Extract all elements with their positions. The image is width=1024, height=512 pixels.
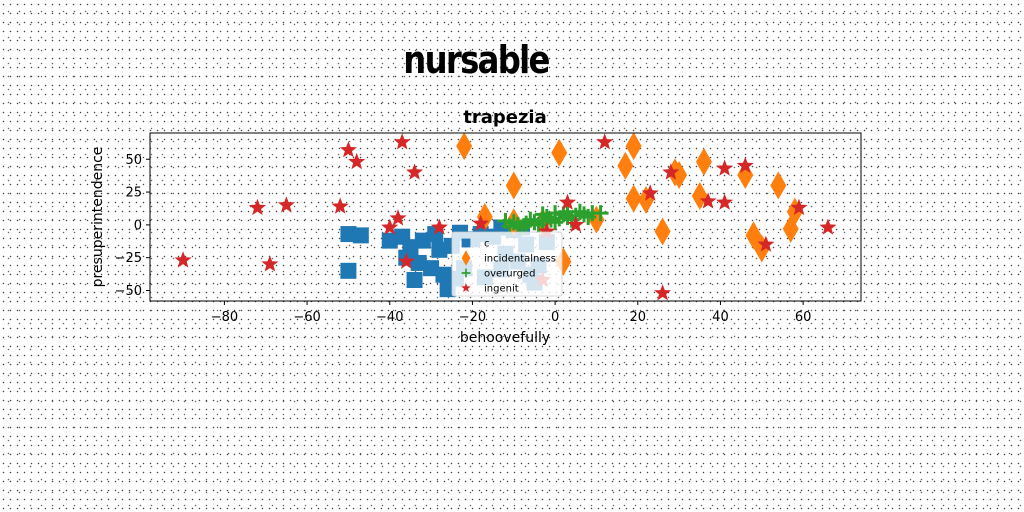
data-point-star	[699, 192, 717, 209]
data-point-star	[389, 209, 407, 226]
data-point-square	[414, 232, 431, 249]
x-tick-label: −60	[293, 310, 320, 325]
data-point-star	[381, 218, 399, 235]
x-tick-label: 0	[551, 310, 559, 325]
data-point-diamond	[770, 171, 787, 200]
chart-title: trapezia	[463, 107, 547, 128]
legend: c incidentalness overurged ingenit	[451, 231, 563, 297]
data-point-square	[352, 227, 369, 244]
data-point-diamond	[617, 151, 634, 180]
data-point-plus	[592, 205, 609, 222]
legend-marker-square	[461, 238, 471, 248]
data-point-plus	[522, 211, 539, 228]
legend-marker-star	[461, 283, 471, 292]
legend-box	[451, 231, 563, 297]
data-point-diamond	[625, 184, 642, 213]
data-point-star	[567, 215, 585, 233]
x-tick-label: −80	[211, 310, 238, 325]
data-point-square	[340, 226, 357, 243]
plot-frame	[149, 132, 862, 302]
data-point-star	[339, 141, 357, 158]
data-point-diamond	[654, 217, 671, 246]
data-point-diamond	[625, 133, 642, 161]
data-point-square	[340, 262, 357, 279]
data-point-star	[397, 252, 415, 269]
data-point-square	[406, 272, 423, 288]
y-tick-label: 50	[125, 153, 142, 168]
data-point-star	[790, 198, 808, 216]
data-point-diamond	[551, 138, 568, 167]
legend-label: incidentalness	[484, 254, 556, 265]
data-point-star	[277, 196, 295, 213]
data-point-star	[716, 159, 734, 176]
y-tick-label: −50	[115, 284, 142, 299]
x-axis-label: behoovefully	[460, 330, 550, 346]
data-point-diamond	[456, 133, 473, 161]
x-tick-label: 60	[795, 310, 812, 325]
data-point-star	[261, 255, 279, 272]
y-tick-label: 0	[134, 218, 142, 233]
data-point-star	[174, 251, 192, 268]
data-point-star	[641, 184, 659, 201]
legend-label: ingenit	[484, 284, 519, 295]
data-point-star	[472, 214, 490, 231]
data-point-star	[736, 156, 754, 174]
data-point-star	[430, 218, 448, 235]
data-point-square	[423, 260, 440, 277]
y-tick-label: 25	[125, 186, 142, 201]
data-point-star	[716, 193, 734, 210]
y-axis-label: presuperintendence	[90, 147, 106, 288]
data-point-diamond	[505, 171, 522, 200]
x-tick-label: −40	[376, 310, 403, 325]
legend-label: overurged	[484, 269, 535, 280]
data-point-plus	[559, 203, 576, 220]
data-point-plus	[580, 209, 597, 225]
data-point-star	[819, 218, 837, 235]
data-point-star	[558, 193, 577, 210]
data-point-star	[662, 163, 680, 180]
data-point-square	[381, 232, 398, 249]
x-tick-label: −20	[459, 310, 486, 325]
data-point-diamond	[695, 147, 712, 176]
data-point-star	[248, 198, 266, 216]
data-point-plus	[530, 216, 547, 233]
figure-title: nursable	[403, 38, 550, 82]
data-point-star	[596, 133, 614, 150]
data-point-square	[431, 241, 448, 258]
legend-label: c	[484, 239, 490, 250]
data-point-plus	[497, 212, 514, 229]
y-tick-label: −25	[115, 251, 142, 266]
data-point-star	[538, 222, 556, 239]
x-tick-label: 40	[712, 310, 729, 325]
data-point-star	[393, 133, 411, 150]
legend-marker-diamond	[461, 250, 471, 266]
legend-marker-plus	[461, 268, 471, 278]
data-point-star	[757, 235, 775, 252]
x-tick-label: 20	[630, 310, 647, 325]
data-point-diamond	[691, 182, 708, 210]
x-axis: −80 −60 −40 −20 0 20 40 60	[211, 301, 812, 325]
data-point-star	[406, 163, 424, 180]
data-point-star	[348, 152, 366, 170]
data-point-square	[435, 266, 452, 283]
data-point-diamond	[671, 161, 688, 189]
y-axis: −50 −25 0 25 50	[115, 153, 150, 299]
data-point-star	[654, 284, 672, 301]
data-point-diamond	[737, 161, 754, 189]
data-point-star	[331, 197, 349, 214]
